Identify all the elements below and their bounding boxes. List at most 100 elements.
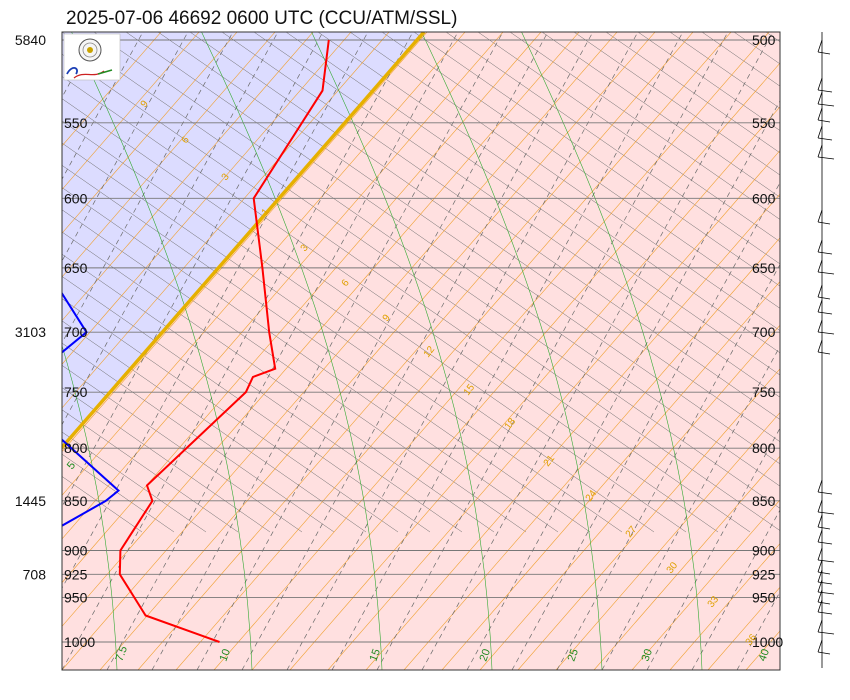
isotherm-line — [593, 455, 780, 670]
wind-barb — [817, 514, 831, 530]
wind-barb — [817, 107, 831, 123]
pressure-label-right: 800 — [752, 440, 776, 456]
isotherm-line — [175, 32, 732, 670]
wind-barb — [817, 589, 831, 605]
isotherm-line — [62, 32, 466, 496]
isotherm-line — [479, 324, 780, 670]
pressure-label-left: 550 — [64, 115, 88, 131]
mixing-ratio-line — [151, 32, 504, 670]
isotherm-line — [251, 62, 780, 670]
isotherm-line — [822, 0, 850, 670]
mixing-ratio-line — [331, 32, 684, 670]
isotherm-line — [137, 32, 694, 670]
mixing-ratio-line — [421, 32, 774, 670]
isotherm-line — [62, 32, 238, 234]
wind-barb — [817, 239, 833, 255]
pressure-label-left: 800 — [64, 440, 88, 456]
moist-adiabat-curve — [311, 32, 493, 670]
mixing-ratio-line — [241, 32, 594, 670]
dry-adiabat-line — [349, 32, 780, 331]
isotherm-line — [213, 32, 770, 670]
isotherm-value-label: 15 — [368, 647, 383, 663]
wind-barb — [817, 619, 835, 635]
mixing-ratio-line — [782, 0, 850, 670]
mixing-ratio-line — [827, 0, 850, 670]
dry-adiabat-line — [62, 187, 559, 533]
mixing-ratio-label: 9 — [381, 312, 393, 324]
isotherm-line — [365, 193, 780, 670]
mixing-ratio-line — [62, 32, 369, 589]
wind-barb — [817, 499, 835, 515]
pressure-label-right: 850 — [752, 493, 776, 509]
dry-adiabat-line — [445, 32, 780, 265]
mixing-ratio-label: 9 — [139, 98, 151, 110]
isotherm-line — [631, 499, 780, 670]
moist-adiabat-curve — [521, 32, 703, 670]
pressure-label-left: 925 — [64, 566, 88, 582]
isotherm-line — [62, 32, 200, 190]
dry-adiabat-line — [605, 32, 780, 154]
mixing-ratio-line — [106, 32, 459, 670]
wind-barb — [817, 39, 831, 55]
mixing-ratio-label: 6 — [180, 134, 192, 146]
dry-adiabat-line — [285, 32, 780, 376]
dry-adiabat-line — [62, 32, 780, 531]
dry-adiabat-line — [62, 409, 239, 533]
mixing-ratio-label: 3 — [220, 171, 232, 183]
dry-adiabat-line — [125, 32, 780, 487]
mixing-ratio-line — [62, 32, 324, 508]
pressure-label-left: 850 — [64, 493, 88, 509]
pressure-label-right: 950 — [752, 589, 776, 605]
dry-adiabat-line — [62, 231, 495, 533]
isotherm-value-label: 30 — [640, 647, 655, 663]
chart-labels: 5005005505506006006506507007007507508008… — [15, 32, 784, 663]
wind-barb — [817, 284, 831, 300]
dry-adiabat-line — [189, 32, 780, 443]
temperature-trace — [118, 39, 330, 643]
dry-adiabat-line — [62, 120, 655, 533]
wind-barb — [817, 144, 835, 160]
wind-barb — [817, 319, 835, 335]
plot-area — [62, 0, 850, 670]
wind-barb — [817, 579, 835, 595]
moist-adiabat-curve — [62, 344, 118, 670]
dry-adiabat-line — [62, 142, 623, 533]
pressure-label-left: 750 — [64, 384, 88, 400]
dry-adiabat-line — [573, 32, 780, 176]
height-label: 3103 — [15, 324, 46, 340]
wind-barb — [817, 299, 833, 315]
dry-adiabat-line — [509, 32, 780, 220]
wind-barb — [817, 479, 833, 495]
wind-barb — [817, 547, 835, 563]
pressure-label-right: 925 — [752, 566, 776, 582]
dry-adiabat-line — [413, 32, 780, 287]
ssl-logo — [63, 33, 121, 81]
wind-barb — [817, 125, 833, 141]
moist-adiabat-curve — [201, 32, 383, 670]
wind-barb — [817, 569, 833, 585]
pressure-label-right: 650 — [752, 260, 776, 276]
background-lines — [62, 0, 850, 670]
isotherm-line — [62, 32, 618, 670]
isotherm-line — [784, 0, 850, 670]
dry-adiabat-line — [62, 53, 751, 533]
pressure-label-left: 1000 — [64, 634, 95, 650]
dry-adiabat-line — [221, 32, 780, 420]
dry-adiabat-line — [62, 298, 399, 533]
wind-barb — [817, 209, 831, 225]
dry-adiabat-line — [62, 431, 207, 533]
pressure-label-right: 550 — [752, 115, 776, 131]
isotherm-line — [289, 106, 780, 670]
pressure-label-left: 900 — [64, 542, 88, 558]
isotherm-line — [62, 32, 390, 409]
isotherm-line — [517, 368, 780, 670]
isotherm-line — [62, 32, 352, 365]
mixing-ratio-line — [466, 100, 780, 670]
height-label: 708 — [23, 566, 47, 582]
wind-barb — [817, 259, 835, 275]
pressure-label-left: 700 — [64, 324, 88, 340]
mixing-ratio-label: 6 — [340, 277, 352, 289]
dry-adiabat-line — [477, 32, 780, 243]
isotherm-value-label: 25 — [566, 647, 581, 663]
